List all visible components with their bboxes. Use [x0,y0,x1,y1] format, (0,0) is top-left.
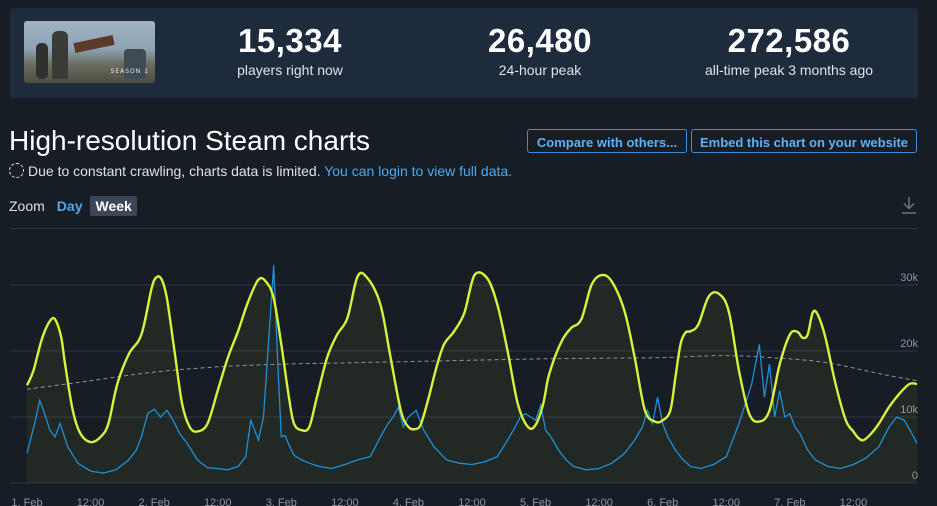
data-limit-notice: Due to constant crawling, charts data is… [9,162,512,180]
notice-text: Due to constant crawling, charts data is… [28,163,321,179]
game-thumbnail[interactable]: SEASON 1 [24,21,155,83]
stat-label: players right now [237,62,343,78]
x-tick-label: 12:00 [331,497,359,506]
x-tick-label: 3. Feb [266,497,297,506]
chart-top-divider [10,228,918,229]
x-tick-label: 2. Feb [139,497,170,506]
page-title: High-resolution Steam charts [9,125,371,156]
loading-icon [9,163,24,178]
download-icon[interactable] [901,195,917,215]
zoom-day-button[interactable]: Day [56,198,83,214]
compare-button[interactable]: Compare with others... [527,129,687,153]
x-tick-label: 5. Feb [520,497,551,506]
players-line [25,271,918,444]
average-line [26,355,918,390]
x-tick-label: 1. Feb [11,497,42,506]
players-area [27,272,917,483]
stats-bar: SEASON 1 15,334 players right now 26,480… [10,8,918,98]
embed-chart-button[interactable]: Embed this chart on your website [691,129,917,153]
x-tick-label: 12:00 [204,497,232,506]
y-tick-label: 30k [900,272,918,284]
zoom-label: Zoom [9,198,45,214]
stat-label: 24-hour peak [498,62,582,78]
x-tick-label: 12:00 [585,497,613,506]
x-tick-label: 4. Feb [393,497,424,506]
x-tick-label: 7. Feb [774,497,805,506]
stat-value: 272,586 [727,22,851,59]
stat-label: all-time peak 3 months ago [704,62,874,78]
stat-players-now: 15,334 players right now [210,22,370,78]
stat-value: 26,480 [488,22,592,59]
x-tick-label: 12:00 [77,497,105,506]
login-link[interactable]: You can login to view full data. [324,163,513,179]
x-tick-label: 12:00 [458,497,486,506]
thumbnail-tag: SEASON 1 [110,68,149,75]
zoom-week-button[interactable]: Week [90,196,137,216]
player-chart[interactable]: 0 10k 20k 30k 1. Feb 12:00 2. Feb 12:00 3. Feb 1… [0,230,937,506]
stat-value: 15,334 [238,22,342,59]
x-tick-label: 12:00 [713,497,741,506]
y-tick-label: 20k [900,338,918,350]
x-tick-label: 6. Feb [647,497,678,506]
stat-all-time-peak: 272,586 all-time peak 3 months ago [678,22,900,78]
y-tick-label: 10k [900,404,918,416]
zoom-controls: Zoom Day Week [9,196,137,216]
x-tick-label: 12:00 [840,497,868,506]
twitch-line [26,265,918,474]
y-tick-label: 0 [912,470,918,482]
stat-24h-peak: 26,480 24-hour peak [460,22,620,78]
